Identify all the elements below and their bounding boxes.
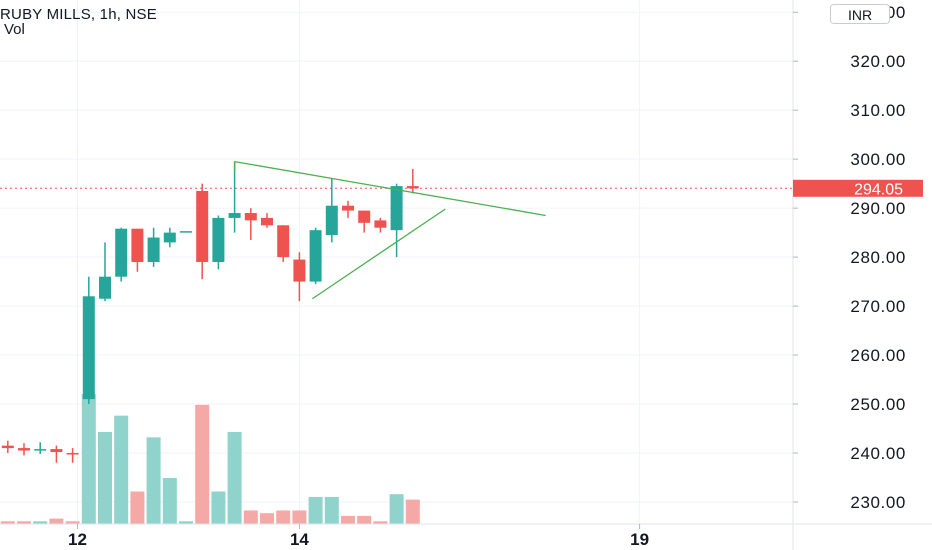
price-tick-label: 240.00 [850, 444, 906, 463]
trendline [311, 208, 446, 300]
candle-body [1, 445, 14, 449]
candle-body [66, 452, 79, 455]
volume-bar [324, 496, 339, 524]
candle-body [309, 230, 322, 282]
volume-bar [114, 415, 129, 524]
price-tick-label: 250.00 [850, 395, 906, 414]
candlesticks [1, 161, 419, 463]
volume-bar [292, 510, 307, 524]
candle-body [82, 296, 95, 400]
volume-bar [65, 521, 80, 524]
candle-body [293, 259, 306, 282]
volume-bar [146, 437, 161, 524]
price-tick-label: 260.00 [850, 346, 906, 365]
volume-bar [405, 499, 420, 524]
price-tick-label: 270.00 [850, 297, 906, 316]
symbol-title: RUBY MILLS, 1h, NSE [0, 6, 157, 23]
candle-body [34, 449, 47, 451]
candle-body [261, 217, 273, 226]
volume-bars [0, 394, 420, 524]
price-axis-ticks: 330.00320.00310.00300.00290.00280.00270.… [793, 3, 906, 512]
time-axis-ticks: 12 14 19 [68, 524, 649, 549]
volume-label: Vol [4, 21, 25, 38]
last-price-value: 294.05 [854, 181, 903, 198]
candle-body [18, 448, 30, 451]
candle-body [147, 237, 160, 262]
volume-bar [260, 513, 274, 524]
volume-bar [308, 496, 323, 524]
volume-bar [130, 491, 145, 524]
volume-bar [276, 510, 291, 524]
volume-bar [162, 477, 177, 524]
candle-body [342, 205, 354, 211]
candle-body [212, 217, 225, 262]
candle-body [358, 210, 371, 223]
volume-bar [49, 518, 64, 524]
last-price-label: 294.05 [793, 179, 923, 198]
volume-bar [98, 431, 112, 524]
candle-body [180, 231, 192, 233]
candle-body [406, 186, 419, 189]
price-axis[interactable] [792, 0, 932, 550]
candle-body [390, 186, 403, 231]
volume-bar [33, 521, 48, 524]
candle-body [115, 228, 128, 277]
time-tick-label: 14 [290, 530, 309, 549]
trendline [234, 160, 546, 217]
candle-body [228, 213, 241, 218]
volume-bar [211, 491, 226, 524]
price-tick-label: 290.00 [850, 199, 906, 218]
volume-bar [17, 521, 31, 524]
volume-bar [243, 510, 258, 524]
volume-bar [81, 394, 96, 524]
price-tick-label: 230.00 [850, 493, 906, 512]
candle-body [244, 213, 257, 221]
candle-body [50, 449, 63, 453]
candle-body [277, 225, 290, 258]
price-tick-label: 310.00 [850, 101, 906, 120]
volume-bar [195, 404, 210, 524]
volume-bar [341, 515, 355, 524]
volume-bar [373, 521, 388, 524]
triangle-pattern-drawing[interactable] [233, 160, 546, 300]
volume-bar [357, 515, 372, 524]
candle-body [163, 232, 176, 243]
currency-button[interactable]: INR [830, 4, 890, 24]
candle-body [374, 220, 387, 228]
time-tick-label: 12 [68, 530, 87, 549]
volume-bar [0, 521, 15, 524]
price-tick-label: 300.00 [850, 150, 906, 169]
volume-bar [179, 521, 193, 524]
price-tick-label: 320.00 [850, 52, 906, 71]
time-tick-label: 19 [630, 530, 649, 549]
price-tick-label: 280.00 [850, 248, 906, 267]
volume-bar [389, 494, 404, 524]
candle-body [196, 190, 209, 262]
volume-bar [227, 431, 242, 524]
candle-body [131, 228, 144, 262]
candle-body [99, 276, 111, 299]
candle-body [325, 205, 338, 236]
